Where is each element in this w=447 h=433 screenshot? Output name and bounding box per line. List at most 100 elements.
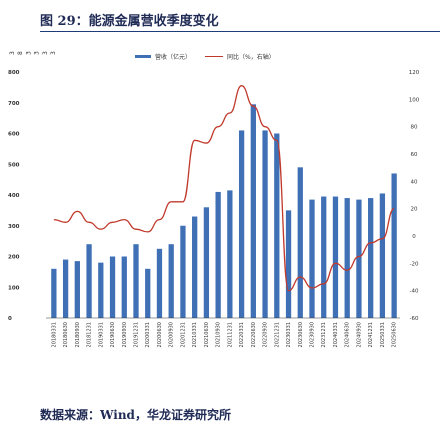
bar [309,199,315,318]
x-tick-label: 20210331 [192,322,198,347]
bar [62,259,69,318]
x-tick-label: 20220630 [251,322,257,347]
legend-bar-label: 营收（亿元） [155,54,192,61]
bar [133,244,139,318]
y-right-tick-label: 80 [411,125,418,131]
legend-line-label: 同比（%，右轴） [227,54,275,61]
y-right-tick-label: 0 [412,234,416,240]
bar [86,244,92,318]
y-left-tick-label: 500 [8,162,20,168]
bar [274,133,280,318]
x-axis-labels: 20180331 20180630 20180930 20181231 20190331… [51,322,397,347]
x-tick-label: 20230930 [310,322,316,347]
x-tick-label: 20250630 [392,322,398,347]
x-tick-label: 20190930 [122,322,128,347]
x-tick-label: 20230630 [298,322,304,347]
x-tick-label: 20200930 [169,322,175,347]
y-extra-tick-label: 3 [9,51,16,55]
bar [74,261,80,318]
x-tick-label: 20240630 [345,322,351,347]
bar [332,196,339,318]
x-tick-label: 20200331 [145,322,151,347]
x-tick-label: 20190331 [98,322,104,347]
bar [227,190,233,318]
bar [203,207,210,318]
y-right-tick-label: 40 [411,179,418,185]
bar [192,216,198,318]
x-tick-label: 20190630 [110,322,116,347]
x-tick-label: 20210630 [204,322,210,347]
x-tick-label: 20231231 [321,322,327,347]
bar [297,167,303,318]
x-tick-label: 20200630 [157,322,163,347]
x-tick-label: 20181231 [87,322,93,347]
y-left-tick-label: 700 [8,101,20,107]
x-tick-label: 20180630 [63,322,69,347]
bar-series [46,104,400,319]
bar [391,173,397,318]
bar [215,191,221,318]
bar [109,256,116,318]
bar [168,244,174,318]
x-tick-label: 20210930 [216,322,222,347]
y-left-tick-label: 800 [8,70,20,76]
y-left-tick-label: 400 [8,193,20,199]
chart-legend: 营收（亿元） 同比（%，右轴） [135,52,275,61]
legend-bar-swatch [135,55,151,58]
legend-line-swatch [205,56,224,57]
bar [262,130,268,318]
x-tick-label: 20220331 [239,322,245,347]
bar [156,248,163,318]
y-extra-tick-label: 3 [42,51,49,55]
x-tick-label: 20240930 [356,322,362,347]
y-extra-tick-label: 3 [50,51,57,55]
x-tick-label: 20180331 [51,322,57,347]
bar [344,198,350,318]
y-left-tick-label: 200 [8,255,20,261]
y-right-tick-label: 120 [409,70,420,76]
bar [321,196,327,318]
x-tick-label: 20241231 [368,322,374,347]
y-right-tick-label: 100 [409,97,420,103]
y-left-tick-label: 0 [8,316,12,322]
y-extra-tick-label: 3 [25,51,32,55]
x-tick-label: 20180930 [75,322,81,347]
figure-title: 图 29：能源金属营收季度变化 [40,14,219,29]
yoy-line [53,85,395,292]
x-tick-label: 20250331 [380,322,386,347]
x-tick-label: 20221231 [274,322,280,347]
title-rule [40,31,440,32]
bar [180,225,186,318]
y-extra-tick-label: 8 [17,51,24,55]
x-tick-label: 20240331 [333,322,339,347]
y-left-tick-label: 100 [8,285,20,291]
x-tick-label: 20191231 [134,322,140,347]
bar [250,104,256,318]
bar [51,268,57,318]
bar [368,198,374,318]
line-series [53,85,395,292]
y-left-tick-label: 300 [8,224,20,230]
figure-source: 数据来源：Wind，华龙证券研究所 [40,408,231,422]
x-tick-label: 20201231 [180,322,186,347]
bar [145,268,151,318]
y-right-tick-label: -20 [410,261,419,267]
x-tick-label: 20230331 [286,322,292,347]
x-tick-label: 20211231 [227,322,233,347]
y-right-tick-label: 20 [411,207,418,213]
bar [379,193,386,318]
y-right-tick-label: 60 [411,152,418,158]
bar [285,210,292,318]
x-tick-label: 20220930 [263,322,269,347]
bar [121,256,127,318]
y-extra-tick-label: 3 [34,51,41,55]
right-axis: -60 -40 -20 0 20 40 60 80 100 120 [409,70,420,322]
bar [356,199,362,318]
y-right-tick-label: -60 [410,316,419,322]
bar [238,130,245,318]
y-left-tick-label: 600 [8,132,20,138]
y-right-tick-label: -40 [410,289,419,295]
bar [98,262,104,318]
